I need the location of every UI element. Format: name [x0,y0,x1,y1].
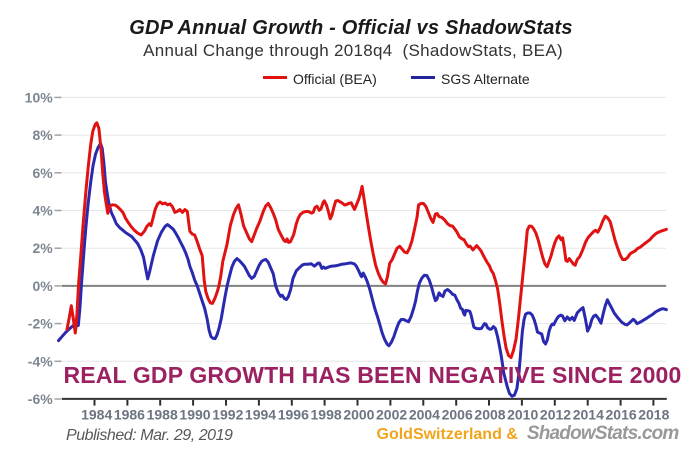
svg-text:2002: 2002 [376,406,407,422]
svg-text:10%: 10% [25,89,54,105]
svg-text:-2%: -2% [28,316,53,332]
svg-text:-4%: -4% [28,353,53,369]
svg-text:1986: 1986 [114,406,145,422]
svg-text:2008: 2008 [474,406,505,422]
svg-text:8%: 8% [32,127,53,143]
svg-text:1984: 1984 [81,406,112,422]
svg-text:2014: 2014 [573,406,604,422]
svg-text:6%: 6% [32,165,53,181]
svg-text:2016: 2016 [606,406,637,422]
svg-text:2012: 2012 [540,406,571,422]
svg-text:1996: 1996 [278,406,309,422]
svg-text:1992: 1992 [212,406,243,422]
svg-text:2018: 2018 [638,406,669,422]
svg-text:2010: 2010 [507,406,538,422]
svg-text:0%: 0% [32,278,53,294]
svg-text:2%: 2% [32,240,53,256]
svg-text:1998: 1998 [311,406,342,422]
svg-text:-6%: -6% [28,391,53,407]
svg-text:4%: 4% [32,203,53,219]
svg-text:1988: 1988 [147,406,178,422]
svg-text:1994: 1994 [245,406,276,422]
svg-text:2004: 2004 [409,406,440,422]
svg-text:2000: 2000 [343,406,374,422]
svg-text:1990: 1990 [179,406,210,422]
svg-text:2006: 2006 [442,406,473,422]
